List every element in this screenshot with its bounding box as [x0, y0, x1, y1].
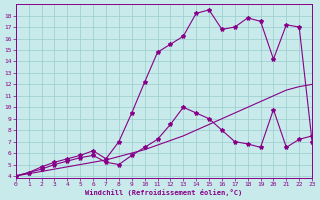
- X-axis label: Windchill (Refroidissement éolien,°C): Windchill (Refroidissement éolien,°C): [85, 189, 243, 196]
